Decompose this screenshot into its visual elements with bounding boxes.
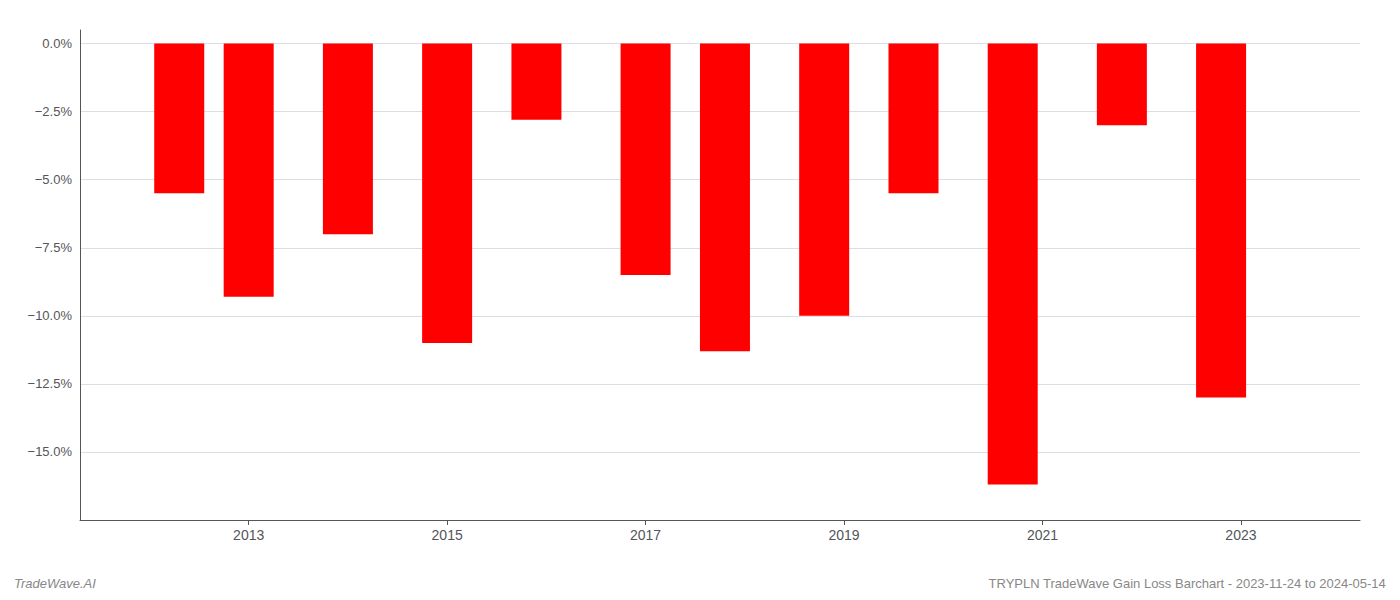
svg-text:−2.5%: −2.5%: [35, 104, 73, 119]
svg-text:2019: 2019: [828, 527, 859, 543]
svg-text:2023: 2023: [1225, 527, 1256, 543]
svg-text:2017: 2017: [630, 527, 661, 543]
svg-text:−5.0%: −5.0%: [35, 172, 73, 187]
svg-text:TRYPLN TradeWave Gain Loss Bar: TRYPLN TradeWave Gain Loss Barchart - 20…: [989, 576, 1386, 591]
svg-text:2015: 2015: [432, 527, 463, 543]
svg-text:−15.0%: −15.0%: [28, 444, 73, 459]
svg-text:−10.0%: −10.0%: [28, 308, 73, 323]
svg-text:TradeWave.AI: TradeWave.AI: [14, 576, 96, 591]
svg-text:2013: 2013: [233, 527, 264, 543]
svg-text:−12.5%: −12.5%: [28, 376, 73, 391]
svg-text:0.0%: 0.0%: [42, 36, 72, 51]
svg-text:−7.5%: −7.5%: [35, 240, 73, 255]
svg-text:2021: 2021: [1027, 527, 1058, 543]
